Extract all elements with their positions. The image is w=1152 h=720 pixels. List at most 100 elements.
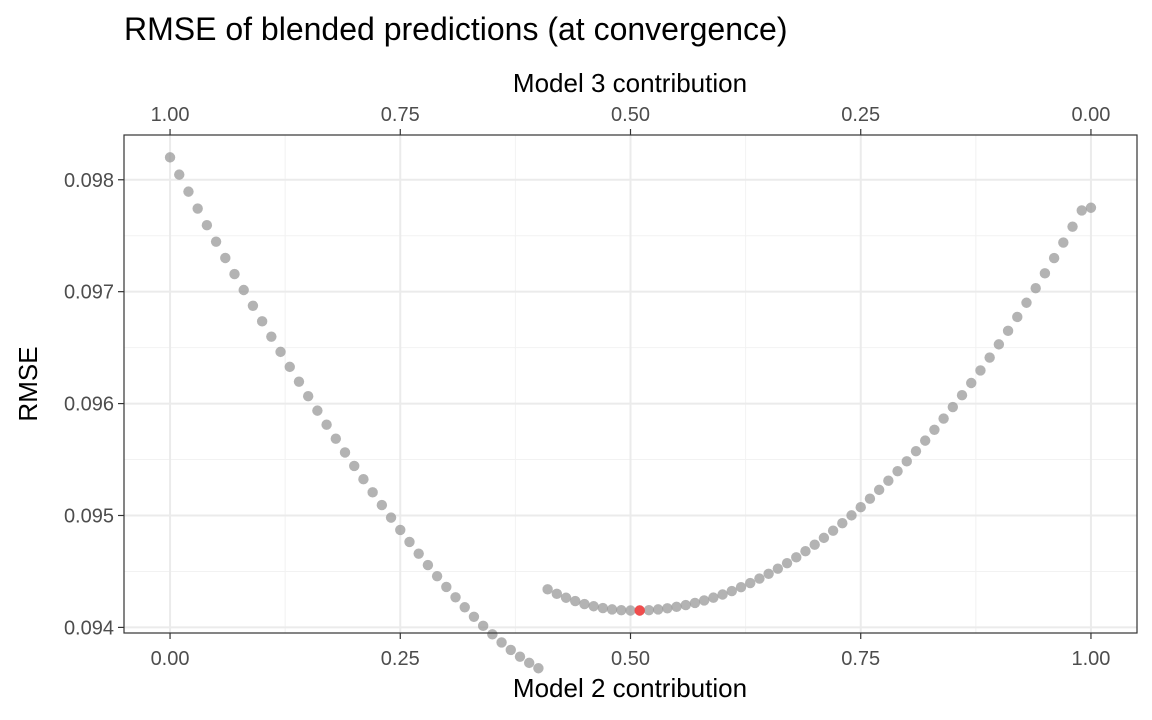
data-point [201,219,213,231]
data-point [1012,311,1023,323]
data-point [708,592,719,603]
data-point [1048,252,1060,264]
bottom-axis-tick-label: 1.00 [1071,648,1110,670]
data-point [367,487,378,498]
data-point [1076,205,1087,216]
y-axis-tick-label: 0.098 [64,170,114,192]
data-point [772,563,784,574]
data-point [698,595,710,606]
bottom-axis-tick-label: 0.75 [841,648,880,670]
data-point [901,456,912,467]
data-point [910,445,922,457]
data-point [588,601,599,612]
data-point [579,598,590,610]
data-point [956,389,968,401]
data-point [284,361,295,373]
data-point [1021,297,1032,308]
data-point [505,644,516,656]
data-point [496,637,507,648]
data-point [450,592,461,603]
data-point [781,557,793,569]
data-point [1085,202,1097,213]
data-point [330,433,342,444]
data-point [873,484,885,496]
data-point [864,493,876,504]
data-point [652,604,664,615]
data-point [947,401,959,413]
data-point [1030,283,1041,294]
data-point [763,568,774,579]
data-point [616,604,627,616]
data-point [395,524,406,536]
data-point [404,536,415,548]
data-point [183,186,194,197]
data-point [413,548,424,559]
top-axis-tick-label: 0.50 [611,104,650,126]
data-point [321,419,332,430]
data-point [229,268,240,280]
data-point [164,152,176,163]
bottom-axis-title: Model 2 contribution [513,673,747,703]
data-point [883,475,894,486]
data-point [238,284,249,296]
data-points [164,152,1097,674]
data-point [1002,325,1014,337]
data-point [174,169,185,180]
data-point [524,657,535,669]
data-point [1039,268,1051,279]
data-point [441,581,452,593]
data-point [717,589,728,600]
data-point [487,629,498,640]
data-point [919,435,931,446]
data-point [892,465,903,477]
top-axis-title: Model 3 contribution [513,68,747,98]
bottom-axis-tick-label: 0.25 [381,648,420,670]
data-point [1058,237,1069,248]
data-point [662,603,673,614]
data-point [643,604,655,616]
data-point [256,316,268,327]
data-point [754,573,765,584]
data-point [938,413,949,424]
data-point [459,602,470,613]
data-point [312,405,323,416]
axes: 0.00 0.25 0.50 0.75 1.00 1.00 0.75 0.50 0.25 0.00… [64,104,1110,670]
y-axis-tick-label: 0.097 [64,282,114,304]
y-axis-tick-label: 0.094 [64,617,114,639]
data-point [809,539,820,550]
chart-title: RMSE of blended predictions (at converge… [124,11,787,47]
bottom-axis-tick-label: 0.00 [151,648,190,670]
data-point [220,252,231,264]
data-point [846,510,857,521]
data-point [745,577,756,589]
data-point [606,604,618,615]
data-point [542,584,553,595]
data-point [358,474,369,485]
data-point [855,502,866,513]
data-point [993,339,1005,350]
data-point [966,377,977,389]
data-point [266,331,277,342]
data-point [431,570,443,582]
data-point [560,592,572,603]
data-point [827,525,839,536]
data-point [551,588,563,600]
data-point [1067,221,1078,232]
data-point [597,602,609,614]
grid-lines [124,135,1137,633]
data-point [726,585,737,597]
data-point [339,447,351,458]
data-point [275,346,286,358]
top-axis-tick-label: 0.75 [381,104,420,126]
data-point [422,559,434,571]
data-point [302,390,314,402]
data-point [837,518,848,529]
data-point [468,611,480,622]
data-point [376,499,388,511]
data-point [791,552,802,563]
data-point [477,620,489,632]
data-point [570,595,581,607]
y-axis-title: RMSE [13,346,43,421]
data-point [625,605,636,616]
